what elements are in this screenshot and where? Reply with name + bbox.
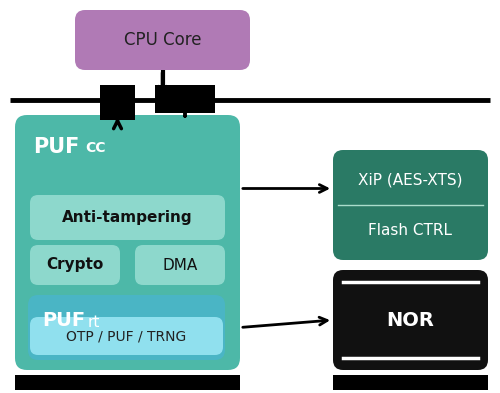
Text: Anti-tampering: Anti-tampering [62, 210, 193, 225]
Bar [155, 85, 215, 113]
FancyBboxPatch shape [333, 270, 488, 370]
Bar [15, 375, 240, 390]
Bar [100, 85, 135, 120]
Text: DMA: DMA [162, 257, 198, 272]
Text: XiP (AES-XTS): XiP (AES-XTS) [358, 172, 463, 187]
FancyBboxPatch shape [30, 317, 223, 355]
FancyBboxPatch shape [75, 10, 250, 70]
FancyBboxPatch shape [30, 245, 120, 285]
Text: rt: rt [88, 315, 101, 330]
Text: PUF: PUF [42, 311, 85, 330]
Text: PUF: PUF [33, 137, 80, 157]
Text: OTP / PUF / TRNG: OTP / PUF / TRNG [66, 329, 186, 343]
Text: Flash CTRL: Flash CTRL [368, 223, 452, 238]
FancyBboxPatch shape [30, 195, 225, 240]
Bar [333, 375, 488, 390]
FancyBboxPatch shape [333, 150, 488, 260]
FancyBboxPatch shape [28, 295, 225, 360]
FancyBboxPatch shape [15, 115, 240, 370]
Text: CPU Core: CPU Core [124, 31, 201, 49]
Text: CC: CC [85, 141, 105, 155]
Text: NOR: NOR [386, 310, 434, 329]
FancyBboxPatch shape [135, 245, 225, 285]
Text: Crypto: Crypto [46, 257, 104, 272]
